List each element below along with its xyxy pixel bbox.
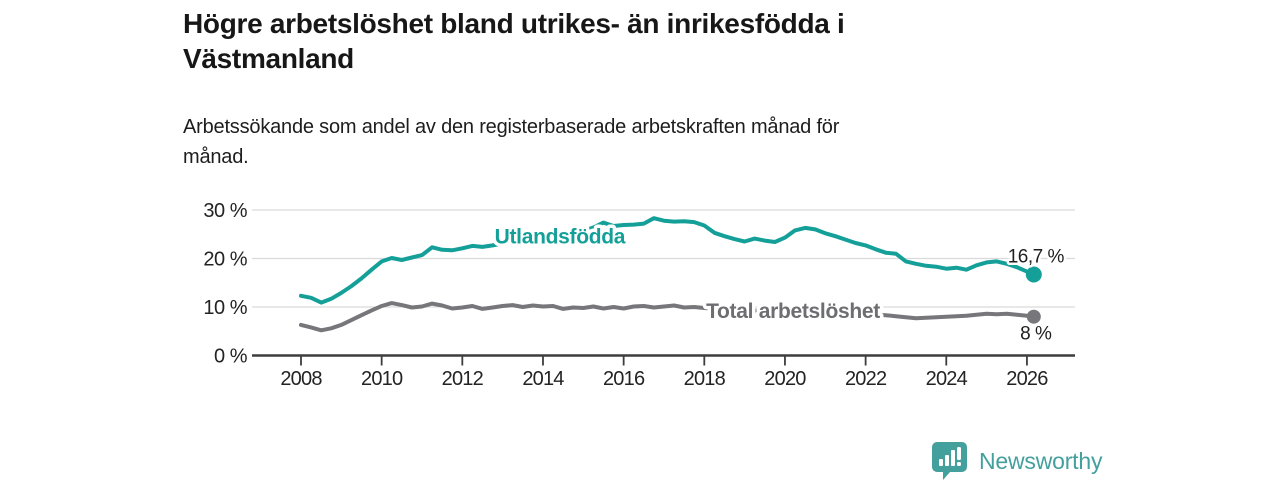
y-axis-tick-label-30: 30 % <box>203 200 247 222</box>
logo-bar-short <box>939 459 943 466</box>
chart-subtitle: Arbetssökande som andel av den registerb… <box>183 112 1083 172</box>
x-axis-tick-label-2018: 2018 <box>684 368 726 390</box>
end-dot-total-arbetsl-shet <box>1026 309 1041 324</box>
newsworthy-branding: Newsworthy <box>932 442 1102 480</box>
x-axis-tick-label-2012: 2012 <box>442 368 484 390</box>
logo-bar-tall <box>951 450 955 466</box>
end-dot-utlandsf-dda <box>1025 266 1042 283</box>
chart-title: Högre arbetslöshet bland utrikes- än inr… <box>183 6 1083 76</box>
x-axis-tick-label-2014: 2014 <box>522 368 564 390</box>
x-axis-tick-label-2026: 2026 <box>1006 368 1048 390</box>
x-axis-tick-label-2008: 2008 <box>280 368 322 390</box>
x-axis-tick-label-2020: 2020 <box>764 368 806 390</box>
logo-bubble-shape <box>932 442 967 480</box>
logo-bar-medium <box>945 455 949 466</box>
y-axis-tick-label-0: 0 % <box>214 346 248 368</box>
end-value-label-total-arbetsl-shet: 8 % <box>1020 324 1052 345</box>
logo-exclamation-dot <box>957 462 961 466</box>
logo-exclamation-bar <box>957 447 961 460</box>
chart-title-line-2: Västmanland <box>183 43 354 74</box>
series-line-utlandsf-dda <box>299 216 1036 305</box>
series-line-total-arbetsl-shet <box>299 301 1036 333</box>
x-axis-tick-label-2010: 2010 <box>361 368 403 390</box>
chart-subtitle-line-1: Arbetssökande som andel av den registerb… <box>183 116 840 138</box>
x-axis-tick-label-2016: 2016 <box>603 368 645 390</box>
series-label-total-arbetsl-shet: Total arbetslöshet <box>706 300 880 323</box>
chart-title-line-1: Högre arbetslöshet bland utrikes- än inr… <box>183 8 845 39</box>
chart-subtitle-line-2: månad. <box>183 146 249 168</box>
end-value-label-utlandsf-dda: 16,7 % <box>1008 247 1065 268</box>
y-axis-tick-label-10: 10 % <box>203 297 247 319</box>
x-axis-tick-label-2022: 2022 <box>845 368 887 390</box>
y-axis-tick-label-20: 20 % <box>203 249 247 271</box>
newsworthy-logo-text: Newsworthy <box>979 447 1103 474</box>
newsworthy-logo-icon <box>932 442 967 480</box>
series-label-utlandsf-dda: Utlandsfödda <box>495 226 626 249</box>
x-axis-tick-label-2024: 2024 <box>926 368 968 390</box>
